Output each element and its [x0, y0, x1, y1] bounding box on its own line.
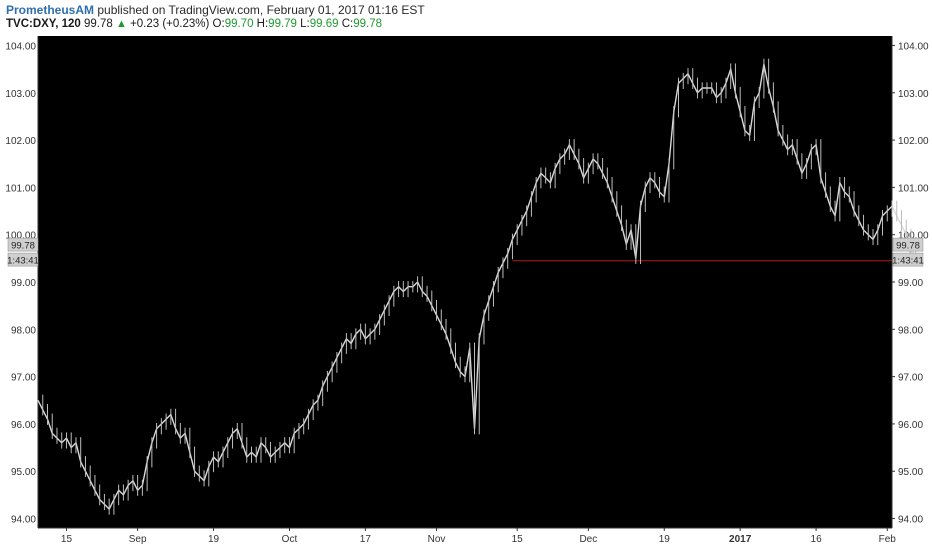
open-label: O:: [212, 18, 225, 30]
time-tag-left-box: [7, 252, 39, 267]
x-tick-label: 17: [360, 534, 372, 545]
y-tick-label-right: 103.00: [898, 89, 929, 100]
price-series-line: [37, 63, 917, 510]
open-value: 99.70: [224, 18, 254, 30]
y-tick-label-left: 96.00: [11, 420, 36, 431]
x-tick-label: Feb: [879, 534, 897, 545]
y-tick-label-right: 95.00: [898, 467, 923, 478]
y-tick-label-left: 94.00: [11, 515, 36, 526]
high-value: 99.79: [268, 18, 297, 30]
y-tick-label-right: 97.00: [898, 373, 923, 384]
y-tick-label-right: 100.00: [898, 231, 929, 242]
time-tag-right-box: [892, 252, 924, 267]
y-tick-label-left: 95.00: [11, 467, 36, 478]
last-price-tag-left: 99.78: [11, 241, 35, 252]
low-value: 99.69: [309, 18, 339, 30]
chart-container[interactable]: 94.00 94.00 95.00 95.00 96.00 96.00 97.00 97.00…: [0, 34, 932, 550]
publisher-line: PrometheusAM published on TradingView.co…: [6, 3, 425, 17]
x-tick-label: Dec: [579, 534, 597, 545]
y-tick-label-right: 98.00: [898, 325, 923, 336]
last-price-tag-right: 99.78: [896, 241, 920, 252]
author-link[interactable]: PrometheusAM: [6, 3, 95, 17]
y-tick-label-right: 104.00: [898, 41, 929, 52]
price-chart[interactable]: 94.00 94.00 95.00 95.00 96.00 96.00 97.00 97.00…: [0, 34, 932, 550]
x-tick-label: 19: [208, 534, 220, 545]
symbol-info-line: TVC:DXY, 120 99.78 ▲ +0.23 (+0.23%) O:99…: [6, 18, 382, 30]
y-tick-label-left: 97.00: [11, 373, 36, 384]
y-tick-label-right: 96.00: [898, 420, 923, 431]
close-label: C:: [341, 18, 354, 30]
last-price-tag-right-box: [892, 237, 924, 252]
last-price: 99.78: [83, 18, 113, 30]
symbol-label: TVC:DXY, 120: [6, 18, 81, 30]
low-label: L:: [300, 18, 310, 30]
y-tick-label-right: 99.00: [898, 278, 923, 289]
y-tick-label-right: 101.00: [898, 183, 929, 194]
x-tick-label: 16: [811, 534, 823, 545]
x-tick-label: Nov: [428, 534, 446, 545]
time-tag-right: 1:43:41: [892, 256, 924, 267]
x-tick-label: 2017: [729, 534, 752, 545]
published-text: published on TradingView.com, February 0…: [97, 3, 425, 17]
close-value: 99.78: [353, 18, 383, 30]
y-tick-label-right: 94.00: [898, 515, 923, 526]
price-change: +0.23 (+0.23%): [130, 18, 210, 30]
x-tick-label: 19: [659, 534, 671, 545]
x-tick-label: 15: [61, 534, 73, 545]
time-tag-left: 1:43:41: [7, 256, 39, 267]
y-tick-label-left: 103.00: [5, 89, 36, 100]
y-tick-label-left: 104.00: [5, 41, 36, 52]
y-tick-label-left: 98.00: [11, 325, 36, 336]
x-tick-label: Sep: [129, 534, 147, 545]
y-tick-label-left: 99.00: [11, 278, 36, 289]
y-tick-label-left: 102.00: [5, 136, 36, 147]
y-tick-label-right: 102.00: [898, 136, 929, 147]
last-price-tag-left-box: [7, 237, 39, 252]
y-tick-label-left: 101.00: [5, 183, 36, 194]
y-tick-label-left: 100.00: [5, 231, 36, 242]
plot-area: [38, 36, 892, 528]
x-tick-label: Oct: [282, 534, 298, 545]
up-arrow-icon: ▲: [115, 18, 127, 30]
high-label: H:: [256, 18, 269, 30]
x-tick-label: 15: [512, 534, 524, 545]
